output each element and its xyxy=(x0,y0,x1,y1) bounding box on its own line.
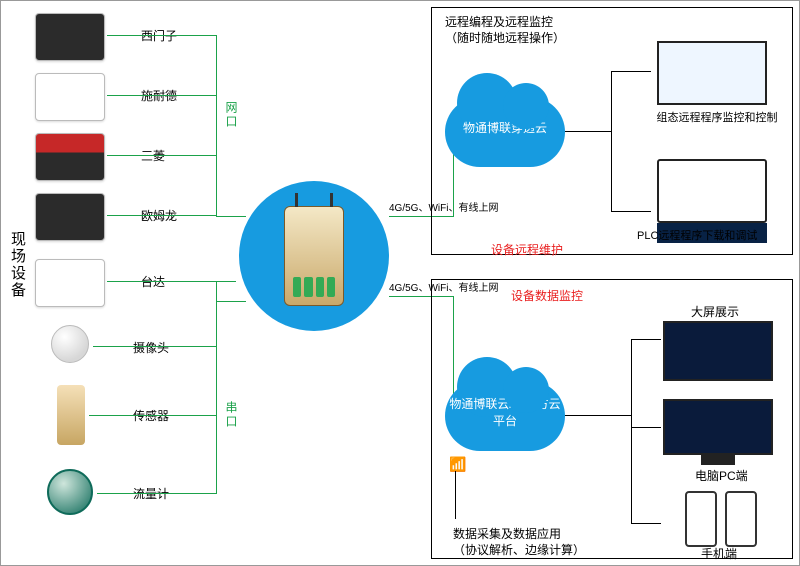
box-data-side: 设备数据监控 xyxy=(511,287,583,304)
conn-dev6 xyxy=(93,346,216,347)
device-plc-omron xyxy=(35,193,105,241)
conn-dev1 xyxy=(107,35,216,36)
conn-dev3 xyxy=(107,155,216,156)
box-remote-subtitle: （随时随地远程操作） xyxy=(445,29,565,46)
box-remote-side: 设备远程维护 xyxy=(491,241,563,258)
cloud-bot-split xyxy=(631,339,632,523)
display-big xyxy=(663,321,773,381)
bus-serial xyxy=(216,281,217,494)
cloud-bot-out xyxy=(565,415,631,416)
bus-net-to-center xyxy=(216,216,246,217)
device-camera xyxy=(51,325,89,363)
conn-dev4 xyxy=(107,215,216,216)
monitor-scada xyxy=(657,41,767,105)
cloud-bottom-label: 物通博联云/第三方云平台 xyxy=(445,395,565,429)
router-icon xyxy=(284,206,344,306)
port-label-net: 网口 xyxy=(223,101,240,129)
cloud-top-label: 物通博联穿透云 xyxy=(445,119,565,136)
device-sensor xyxy=(57,385,85,445)
monitor-scada-label: 组态远程程序监控和控制 xyxy=(649,109,785,125)
display-phone-label: 手机端 xyxy=(701,545,737,562)
cloud-bot-b3 xyxy=(631,523,661,524)
bus-net xyxy=(216,35,217,216)
cloud-top-split xyxy=(611,71,612,211)
cloud-top: 物通博联穿透云 xyxy=(445,97,565,167)
conn-dev2 xyxy=(107,95,216,96)
cloud-top-b1 xyxy=(611,71,651,72)
cloud-bot-b2 xyxy=(631,427,661,428)
display-pc xyxy=(663,399,773,455)
box-data-title: 数据采集及数据应用 xyxy=(453,525,561,542)
box-data-subtitle: （协议解析、边缘计算） xyxy=(453,541,585,558)
wifi-line xyxy=(455,471,456,519)
display-pc-label: 电脑PC端 xyxy=(695,467,748,484)
device-label-6: 摄像头 xyxy=(133,339,169,356)
diagram-canvas: 现场设备 西门子 施耐德 三菱 欧姆龙 台达 摄像头 传感器 流量计 网口 串口… xyxy=(0,0,800,566)
bus-serial-to-center xyxy=(216,301,246,302)
monitor-plc xyxy=(657,159,767,223)
phones xyxy=(681,491,761,552)
port-label-serial: 串口 xyxy=(223,401,240,429)
field-devices-label: 现场设备 xyxy=(7,231,28,299)
device-plc-mitsubishi xyxy=(35,133,105,181)
wifi-icon: 📶 xyxy=(449,457,466,471)
device-plc-schneider xyxy=(35,73,105,121)
device-plc-siemens xyxy=(35,13,105,61)
box-remote-title: 远程编程及远程监控 xyxy=(445,13,553,30)
cloud-bottom: 物通博联云/第三方云平台 xyxy=(445,381,565,451)
monitor-plc-label: PLC远程程序下载和调试 xyxy=(637,227,797,243)
display-big-label: 大屏展示 xyxy=(691,303,739,320)
device-flowmeter xyxy=(47,469,93,515)
conn-dev7 xyxy=(89,415,216,416)
device-plc-delta xyxy=(35,259,105,307)
cloud-top-b2 xyxy=(611,211,651,212)
cloud-top-out xyxy=(565,131,611,132)
display-pc-stand xyxy=(701,455,735,465)
conn-dev8 xyxy=(97,493,216,494)
cloud-bot-b1 xyxy=(631,339,661,340)
